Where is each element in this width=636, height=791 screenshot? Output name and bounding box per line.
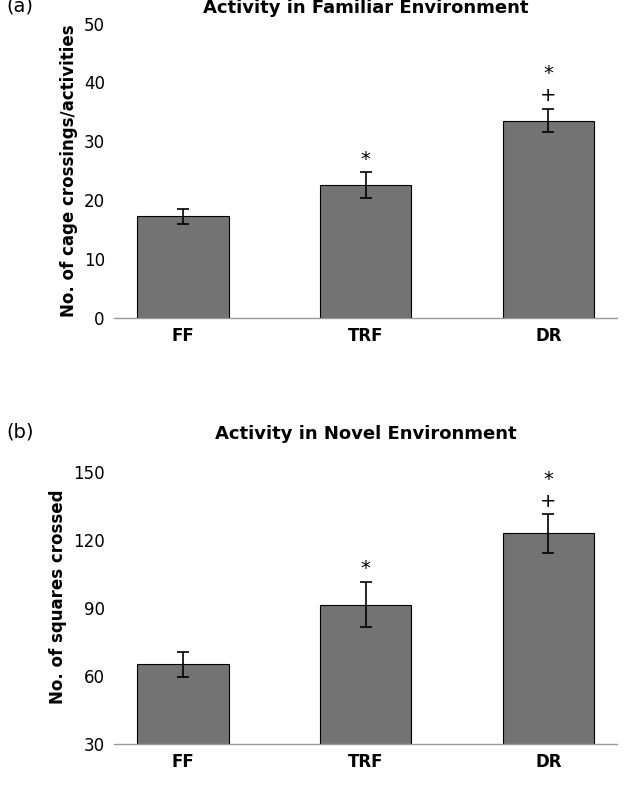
Bar: [502, 533, 594, 791]
Bar: [320, 185, 411, 317]
Y-axis label: No. of squares crossed: No. of squares crossed: [50, 490, 67, 704]
Text: (b): (b): [6, 423, 34, 442]
Text: (a): (a): [6, 0, 33, 16]
Bar: [137, 217, 229, 317]
Title: Activity in Novel Environment: Activity in Novel Environment: [215, 425, 516, 443]
Bar: [320, 604, 411, 791]
Text: *: *: [361, 149, 371, 168]
Text: *
+: * +: [540, 64, 556, 105]
Text: *
+: * +: [540, 470, 556, 511]
Bar: [502, 121, 594, 317]
Title: Activity in Familiar Environment: Activity in Familiar Environment: [203, 0, 529, 17]
Text: *: *: [361, 559, 371, 578]
Y-axis label: No. of cage crossings/activities: No. of cage crossings/activities: [60, 25, 78, 317]
Bar: [137, 664, 229, 791]
